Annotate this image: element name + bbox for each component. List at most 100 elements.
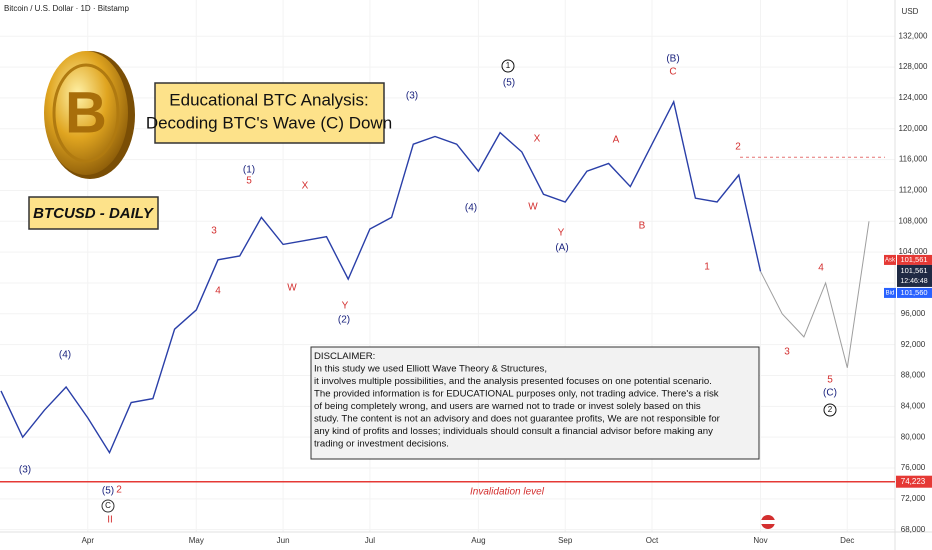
x-tick-label: Jul [365,536,375,545]
y-tick-label: 76,000 [901,463,926,472]
wave-label: W [528,202,538,213]
wave-label: X [302,181,309,192]
wave-label: W [287,283,297,294]
wave-label: Y [342,301,349,312]
x-tick-label: Apr [82,536,95,545]
wave-label: A [613,135,620,146]
price-line [760,221,870,368]
bid-tag-label: Bid [886,291,895,297]
wave-label: C [105,501,111,510]
last-badge [897,264,932,287]
bid-badge [897,287,932,298]
wave-label: (5) [503,78,515,89]
disclaimer-line: In this study we used Elliott Wave Theor… [314,364,547,375]
y-tick-label: 96,000 [901,309,926,318]
y-tick-label: 88,000 [901,371,926,380]
plot [0,99,895,483]
ask-badge-label: 101,561 [900,255,927,264]
disclaimer-line: trading or investment decisions. [314,439,449,450]
wave-label: (4) [59,350,71,361]
chart-title: Bitcoin / U.S. Dollar · 1D · Bitstamp [4,4,129,13]
x-tick-label: Aug [471,536,485,545]
coin-symbol: B [65,80,107,145]
ask-badge [897,254,932,265]
wave-label: 4 [215,286,221,297]
last-badge-label: 101,561 [900,266,927,275]
flag-stripe [761,520,775,524]
disclaimer-box [310,346,760,460]
y-tick-label: 104,000 [899,247,928,256]
bid-badge-label: 101,560 [900,288,927,297]
y-tick-label: 72,000 [901,494,926,503]
x-tick-label: Dec [840,536,854,545]
wave-label: (2) [338,315,350,326]
y-tick-label: 112,000 [899,186,928,195]
wave-label: 2 [116,485,122,496]
wave-label: Y [558,228,565,239]
wave-label: 2 [828,405,833,414]
wave-label: (3) [19,465,31,476]
ask-tag [884,254,896,265]
coin-ring [52,63,120,163]
headline: Decoding BTC's Wave (C) Down [146,113,392,132]
wave-label: B [639,221,646,232]
wave-label: 3 [211,226,217,237]
ask-tag-label: Ask [885,258,896,264]
wave-label: C [669,67,676,78]
wave-label: (3) [406,91,418,102]
x-tick-label: Jun [277,536,290,545]
x-tick-label: May [189,536,204,545]
wave-label: (C) [823,388,837,399]
y-tick-label: 116,000 [899,155,928,164]
logo: B [44,51,135,179]
wave-label: X [534,134,541,145]
wave-label: 1 [506,61,511,70]
y-tick-label: 108,000 [899,216,928,225]
y-tick-label: 84,000 [901,401,926,410]
wave-circle [101,499,115,513]
y-tick-label: 80,000 [901,432,926,441]
disclaimer-line: The provided information is for EDUCATIO… [314,389,719,400]
x-tick-label: Oct [646,536,659,545]
coin [44,51,128,175]
wave-label: (4) [465,203,477,214]
y-unit: USD [902,7,919,16]
y-tick-label: 124,000 [899,93,928,102]
disclaimer: DISCLAIMER: In this study we used Elliott… [314,351,721,450]
price-line [0,99,762,455]
y-tick-label: 92,000 [901,340,926,349]
wave-label: 1 [704,262,710,273]
countdown: 12:46:48 [900,278,927,285]
price-badge [896,475,932,488]
wave-label: (5) [102,486,114,497]
y-tick-label: 68,000 [901,525,926,534]
wave-label: (A) [555,243,568,254]
y-tick-label: 128,000 [899,62,928,71]
wave-label: 5 [246,176,252,187]
y-tick-label: 132,000 [899,31,928,40]
wave-label: 3 [784,347,790,358]
invalidation-text: Invalidation level [470,486,545,497]
x-tick-label: Sep [558,536,573,545]
wave-circle [501,59,515,73]
disclaimer-line: of being completely wrong, and users are… [314,401,701,412]
wave-label: (B) [666,54,679,65]
wave-label: II [107,515,113,526]
wave-label: 4 [818,263,824,274]
disclaimer-line: study. The content is not an advisory an… [314,414,721,425]
disclaimer-line: it involves multiple possibilities, and … [314,376,712,387]
disclaimer-line: any kind of profits and losses; individu… [314,426,713,437]
disclaimer-line: DISCLAIMER: [314,351,375,362]
bid-tag [884,287,896,298]
symbol-box [28,196,159,230]
y-tick-label: 120,000 [899,124,928,133]
symbol-label: BTCUSD - DAILY [33,205,155,222]
wave-label: 2 [735,142,741,153]
wave-label: (1) [243,165,255,176]
headline-box [154,82,385,144]
wave-circle [823,403,837,417]
x-tick-label: Nov [753,536,767,545]
headline: Educational BTC Analysis: [169,90,368,109]
